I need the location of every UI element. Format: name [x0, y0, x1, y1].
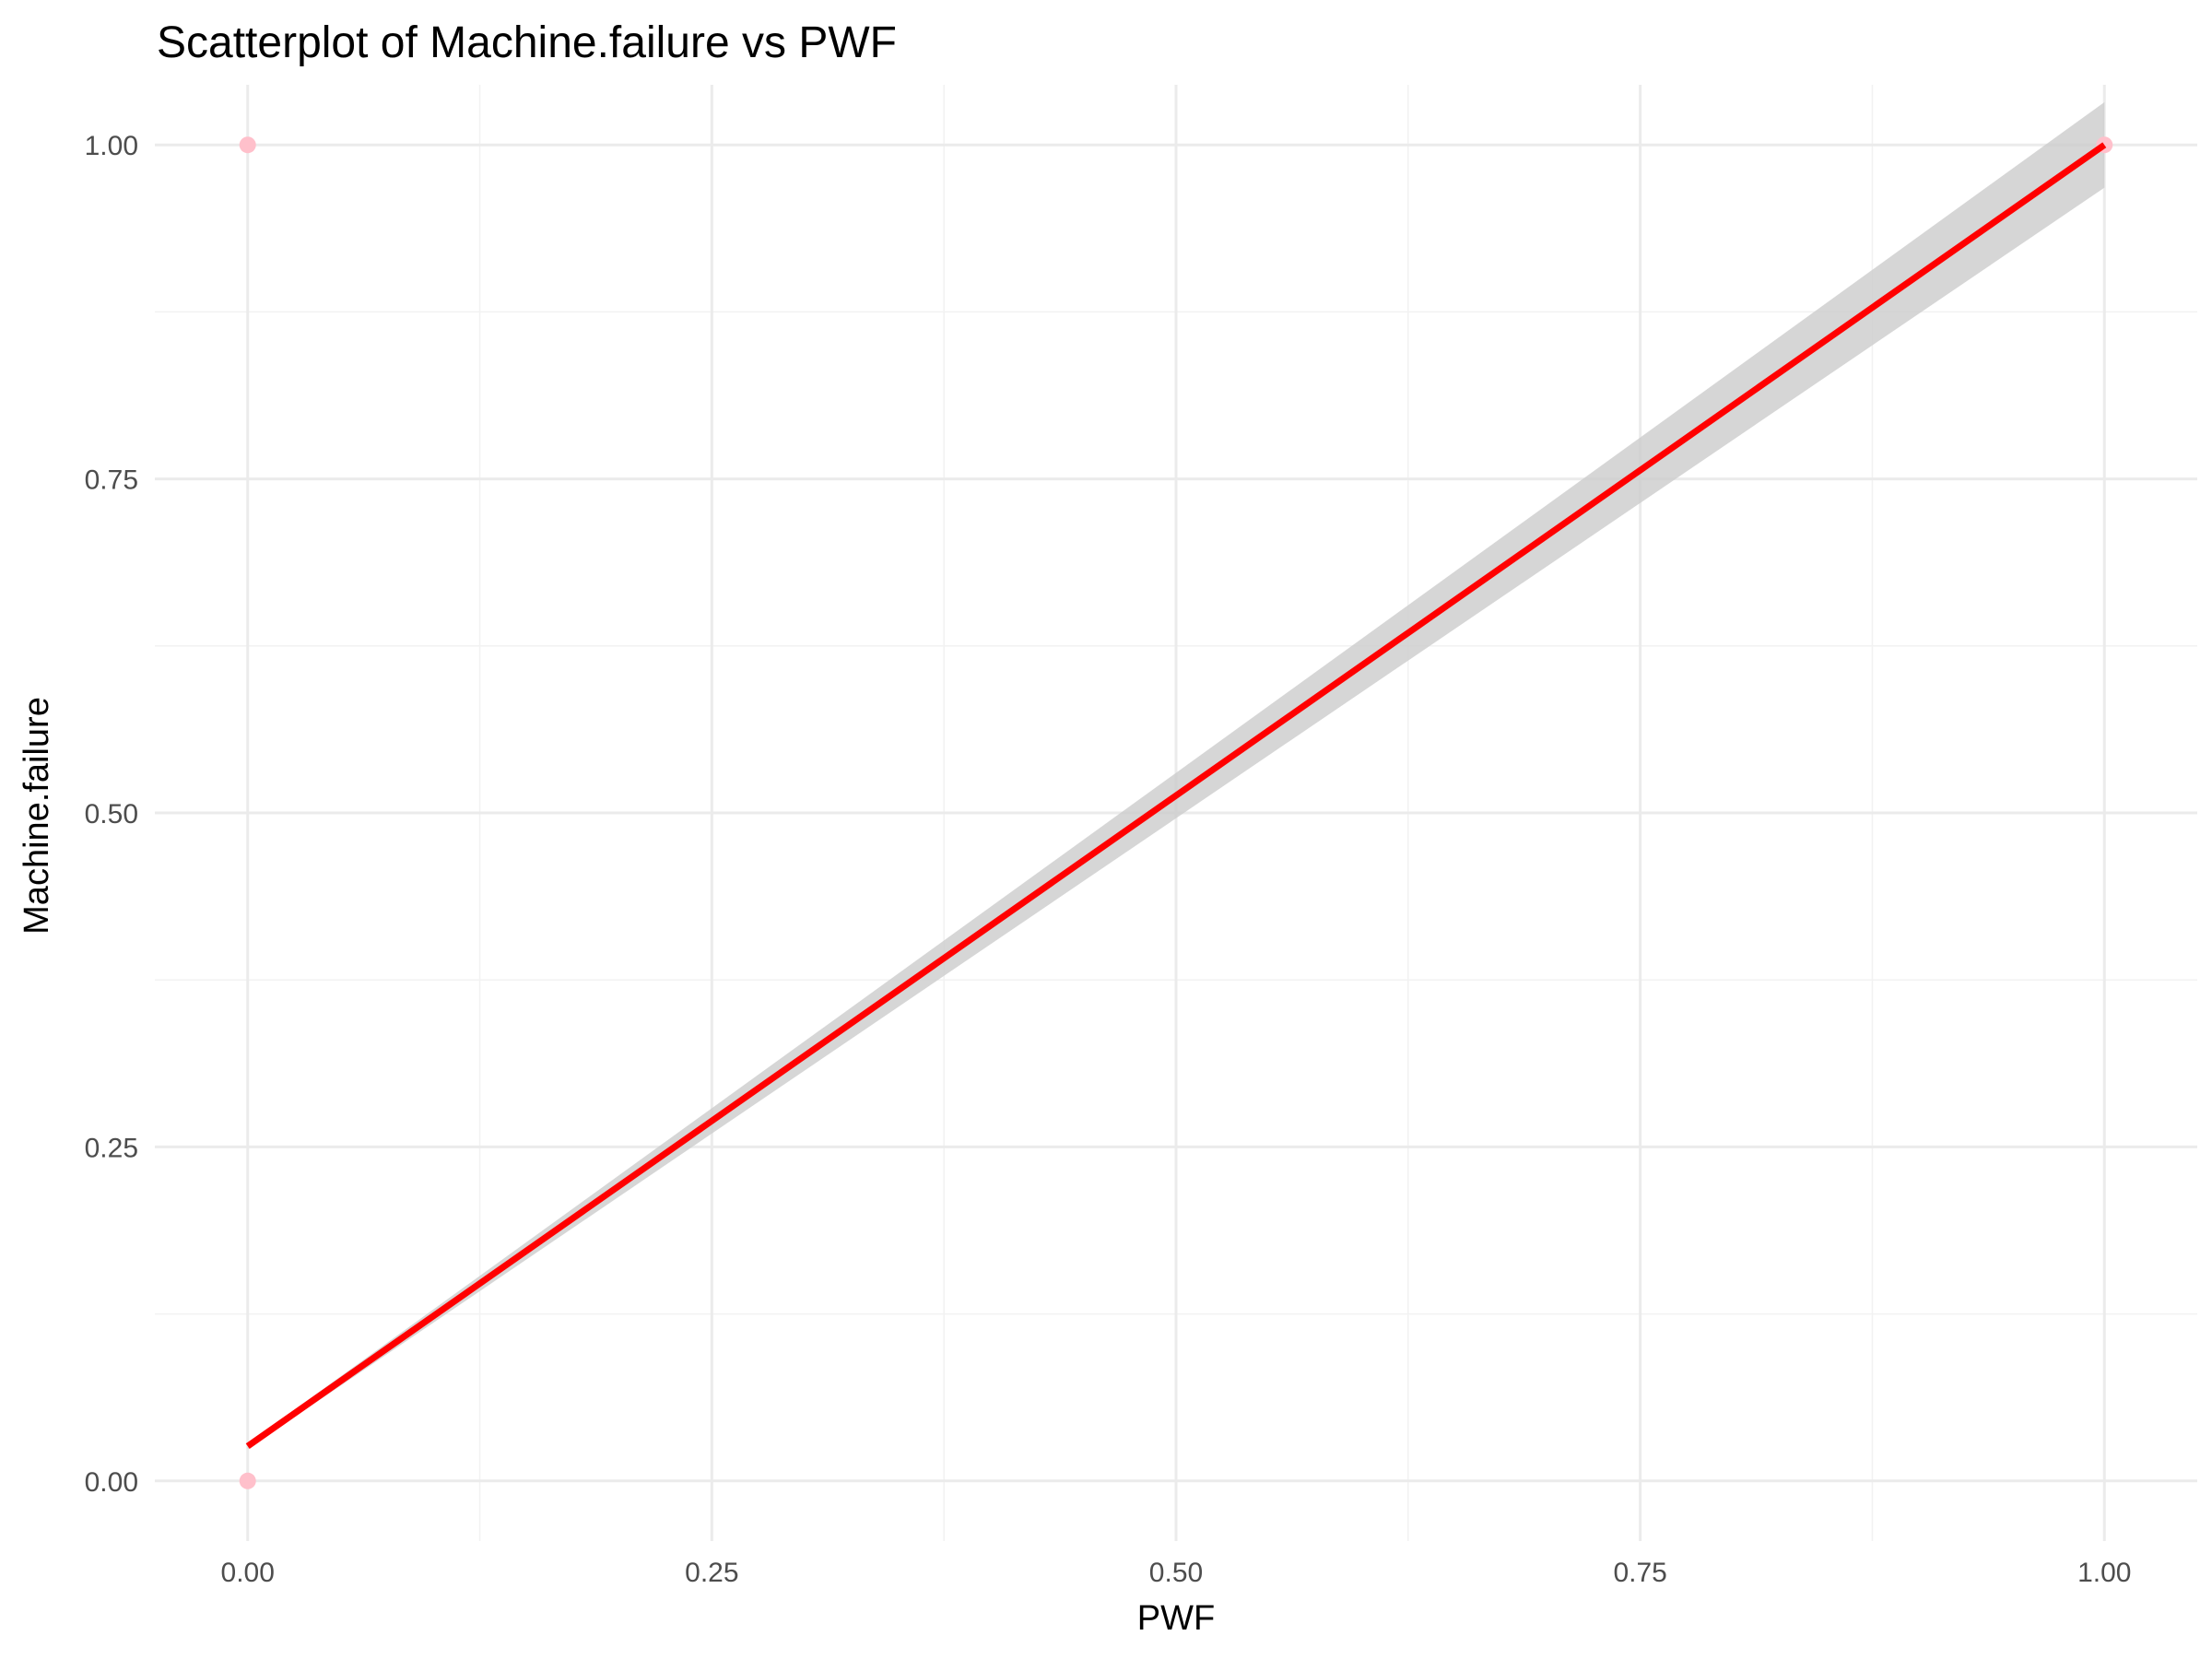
y-tick-label: 1.00: [85, 131, 138, 161]
y-tick-label: 0.75: [85, 465, 138, 496]
confidence-band-layer: [247, 101, 2105, 1449]
x-tick-label: 0.25: [685, 1558, 738, 1588]
x-tick-label: 0.50: [1149, 1558, 1203, 1588]
x-axis-title: PWF: [1137, 1599, 1215, 1638]
data-point: [239, 1472, 256, 1489]
y-tick-label: 0.50: [85, 799, 138, 830]
fit-line: [245, 142, 2107, 1449]
confidence-band: [247, 101, 2105, 1449]
data-point: [239, 136, 256, 154]
y-tick-label: 0.00: [85, 1467, 138, 1498]
major-gridlines: [155, 85, 2197, 1541]
chart-title: Scatterplot of Machine.failure vs PWF: [157, 18, 897, 67]
y-axis-title: Machine.failure: [18, 697, 56, 935]
x-tick-label: 1.00: [2077, 1558, 2131, 1588]
fit-line-layer: [245, 142, 2107, 1449]
x-tick-label: 0.00: [221, 1558, 275, 1588]
tick-labels-layer: 0.00 0.25 0.50 0.75 1.00 0.00 0.25 0.50 0.75 1.00: [85, 131, 2132, 1588]
x-tick-label: 0.75: [1613, 1558, 1666, 1588]
y-tick-label: 0.25: [85, 1133, 138, 1163]
